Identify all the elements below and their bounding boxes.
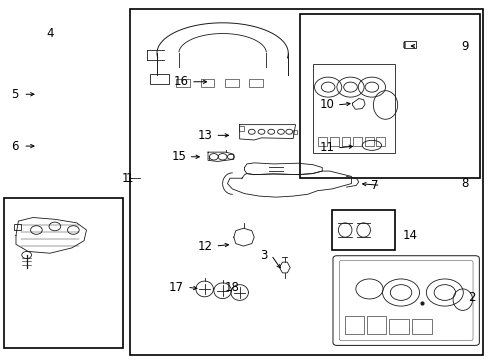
Bar [130,9,482,355]
Text: 14: 14 [402,229,417,242]
Text: 4: 4 [46,27,54,40]
Text: 5: 5 [11,88,19,101]
Bar [224,79,238,87]
Bar [318,137,326,146]
Text: 2: 2 [467,291,474,305]
Bar [4,198,122,348]
Bar [312,64,394,153]
Bar [201,79,214,87]
Bar [329,137,338,146]
Text: 1: 1 [126,172,133,185]
Text: 9: 9 [460,40,468,53]
Text: 7: 7 [370,179,377,192]
Text: 15: 15 [171,150,186,163]
Bar [353,137,362,146]
Text: 18: 18 [224,281,240,294]
Text: 8: 8 [460,177,468,190]
Bar [341,137,350,146]
Text: 1-: 1- [122,172,133,185]
Bar [331,210,394,249]
Bar [365,137,373,146]
Bar [300,14,479,178]
Text: 13: 13 [198,129,212,142]
Bar [149,73,169,84]
Bar [14,224,21,230]
Text: 11: 11 [319,141,334,154]
Bar [388,319,408,334]
Text: 3: 3 [260,248,267,261]
Bar [375,137,384,146]
Text: 10: 10 [319,99,334,112]
Bar [366,316,386,334]
Text: 17: 17 [168,281,183,294]
Bar [249,79,263,87]
Bar [292,130,297,134]
Text: 12: 12 [198,240,212,253]
Bar [238,126,243,131]
Text: 16: 16 [173,75,188,88]
Bar [344,316,364,334]
Bar [403,41,415,48]
Bar [402,42,405,47]
Bar [411,319,431,334]
Text: 6: 6 [11,140,19,153]
Bar [176,79,190,87]
